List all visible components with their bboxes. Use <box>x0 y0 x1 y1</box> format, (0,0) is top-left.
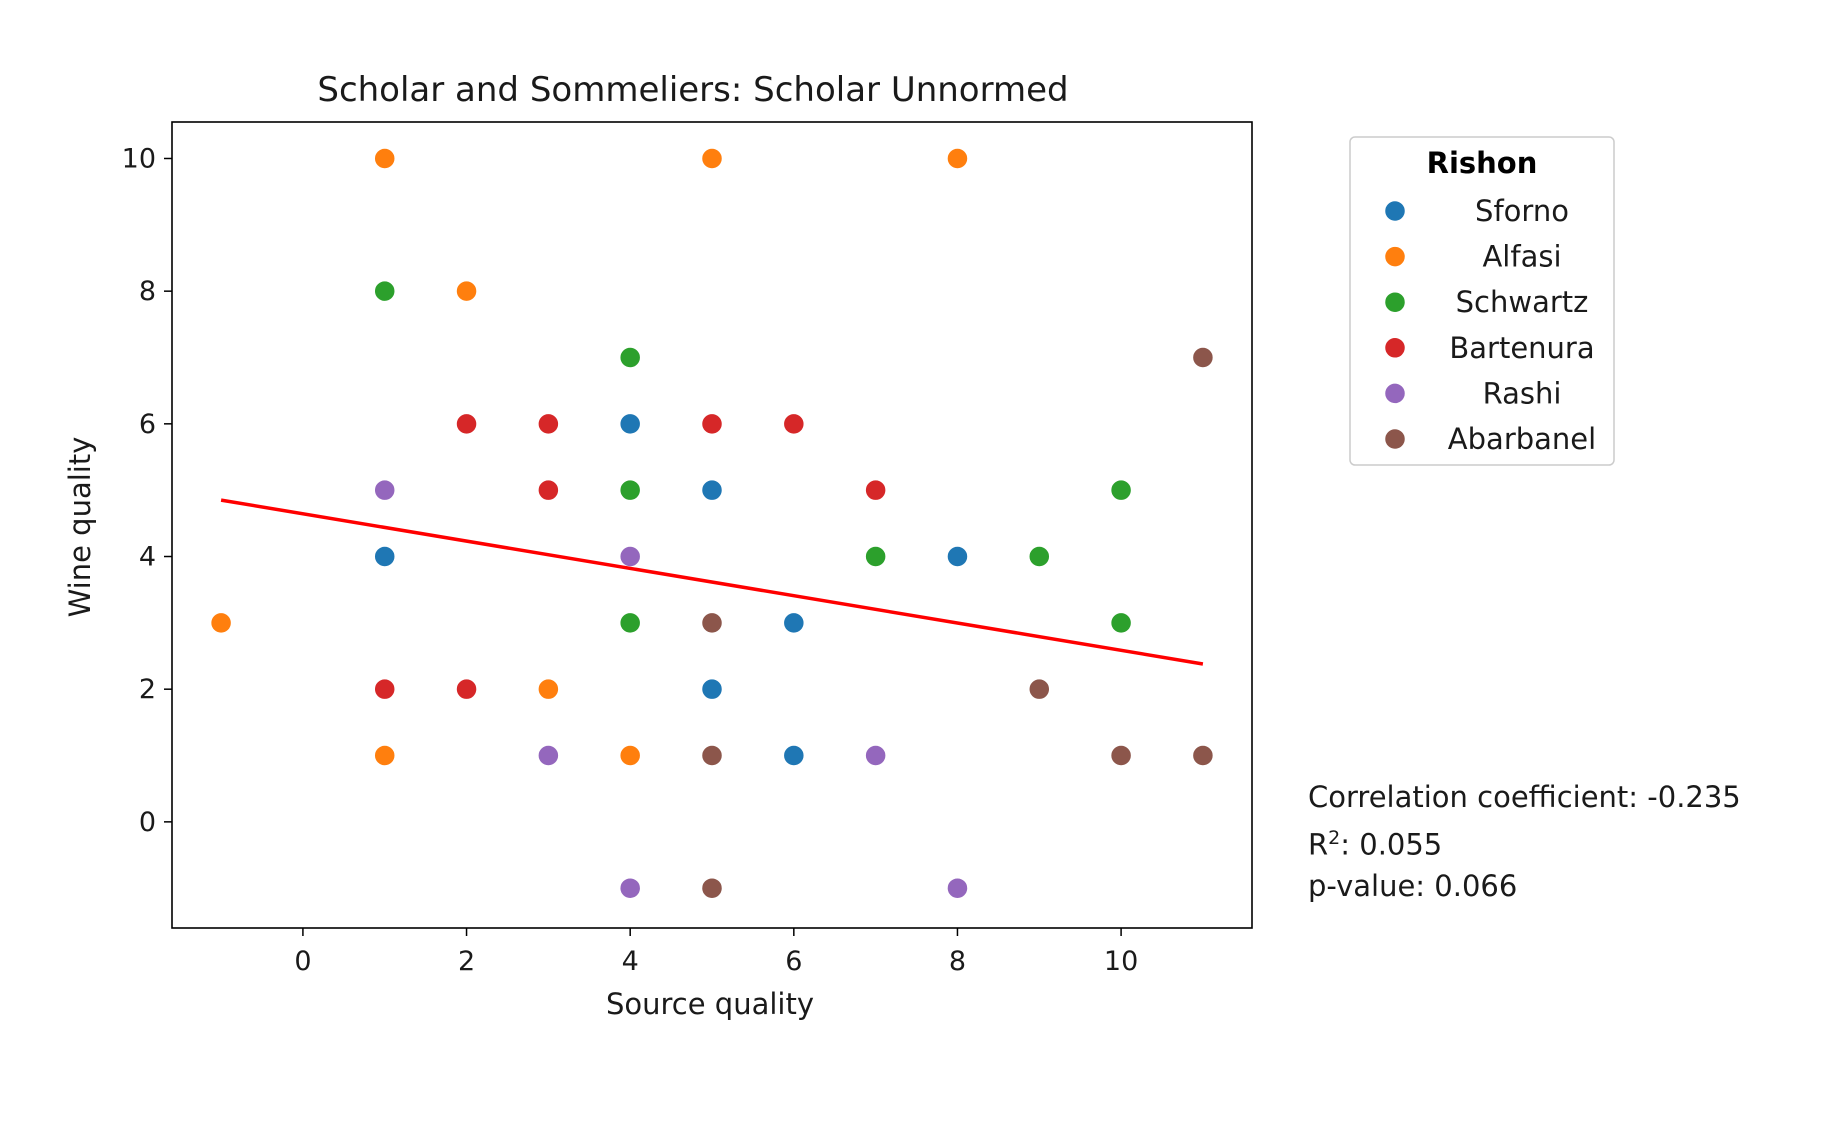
x-tick-label: 2 <box>458 946 475 977</box>
legend-label-rashi: Rashi <box>1483 376 1562 410</box>
data-point-abarbanel <box>700 876 724 900</box>
data-point-abarbanel <box>700 611 724 635</box>
data-point-rashi <box>373 478 396 502</box>
y-tick-label: 8 <box>139 276 156 307</box>
y-tick-label: 10 <box>122 143 156 174</box>
legend-label-schwartz: Schwartz <box>1456 285 1589 319</box>
x-tick-label: 6 <box>785 946 802 977</box>
legend-marker-sforno <box>1383 199 1407 223</box>
data-point-alfasi <box>373 147 396 170</box>
y-tick-label: 0 <box>139 807 156 838</box>
regression-line <box>220 498 1204 666</box>
chart-title: Scholar and Sommeliers: Scholar Unnormed <box>317 70 1068 110</box>
data-point-rashi <box>946 876 969 900</box>
data-point-schwartz <box>1028 545 1051 568</box>
legend-label-abarbanel: Abarbanel <box>1448 422 1596 456</box>
legend-label-bartenura: Bartenura <box>1449 331 1594 365</box>
r-squared-superscript: 2 <box>1328 827 1341 849</box>
legend-label-alfasi: Alfasi <box>1482 240 1561 274</box>
series-bartenura <box>373 412 887 701</box>
statistics-annotation: Correlation coefficient: -0.235 R2: 0.05… <box>1308 777 1741 907</box>
data-point-schwartz <box>864 545 887 568</box>
data-point-sforno <box>373 545 396 568</box>
data-point-sforno <box>700 478 724 502</box>
data-point-sforno <box>700 677 724 701</box>
data-point-schwartz <box>618 346 642 369</box>
data-point-bartenura <box>782 412 806 436</box>
y-tick-label: 6 <box>139 409 156 440</box>
x-tick-label: 4 <box>622 946 639 977</box>
legend-entries: Sforno Alfasi Schwartz Bartenura Rashi Abarba… <box>1383 194 1596 456</box>
data-point-bartenura <box>373 677 396 701</box>
data-point-abarbanel <box>1028 677 1051 701</box>
data-point-rashi <box>618 876 642 900</box>
r-squared-text: R2: 0.055 <box>1308 818 1741 866</box>
data-point-alfasi <box>455 279 478 303</box>
data-point-alfasi <box>537 677 560 701</box>
legend-marker-alfasi <box>1383 245 1407 268</box>
x-axis: 0 2 4 6 8 10 <box>294 928 1138 977</box>
data-point-abarbanel <box>1109 744 1133 767</box>
data-point-schwartz <box>1109 478 1133 502</box>
data-point-bartenura <box>537 412 560 436</box>
data-point-schwartz <box>1109 611 1133 635</box>
data-point-bartenura <box>864 478 887 502</box>
data-point-sforno <box>946 545 969 568</box>
legend-marker-schwartz <box>1383 290 1407 314</box>
data-point-bartenura <box>455 677 478 701</box>
r-squared-label: R <box>1308 827 1329 862</box>
correlation-text: Correlation coefficient: -0.235 <box>1308 780 1741 814</box>
legend: Rishon Sforno Alfasi Schwartz Bartenura Rash… <box>1349 136 1615 466</box>
series-alfasi <box>209 147 969 767</box>
x-tick-label: 8 <box>949 946 966 977</box>
legend-marker-abarbanel <box>1383 427 1407 451</box>
data-point-bartenura <box>455 412 478 436</box>
p-value-text: p-value: 0.066 <box>1308 868 1518 903</box>
legend-marker-bartenura <box>1383 336 1407 360</box>
data-point-sforno <box>782 744 806 767</box>
data-point-sforno <box>618 412 642 436</box>
data-point-alfasi <box>700 147 724 170</box>
y-axis-label: Wine quality <box>63 437 97 618</box>
legend-title: Rishon <box>1427 146 1538 180</box>
data-point-alfasi <box>618 744 642 767</box>
data-point-abarbanel <box>1191 744 1215 767</box>
data-point-bartenura <box>537 478 560 502</box>
data-point-schwartz <box>618 478 642 502</box>
data-point-bartenura <box>700 412 724 436</box>
series-schwartz <box>373 279 1133 635</box>
data-point-rashi <box>864 744 887 767</box>
data-point-alfasi <box>946 147 969 170</box>
y-tick-label: 2 <box>139 674 156 705</box>
data-point-schwartz <box>618 611 642 635</box>
legend-marker-rashi <box>1383 382 1407 405</box>
y-axis: 0 2 4 6 8 10 <box>122 143 172 838</box>
x-tick-label: 10 <box>1104 946 1138 977</box>
series-sforno <box>373 412 969 767</box>
data-point-sforno <box>782 611 806 635</box>
data-point-alfasi <box>373 744 396 767</box>
legend-box <box>1349 136 1615 466</box>
data-point-schwartz <box>373 279 396 303</box>
series-rashi <box>373 478 969 900</box>
data-point-abarbanel <box>1191 346 1215 369</box>
x-tick-label: 0 <box>294 946 311 977</box>
r-squared-value: : 0.055 <box>1340 827 1443 862</box>
data-point-rashi <box>537 744 560 767</box>
axes-frame <box>171 121 1253 929</box>
data-point-rashi <box>618 545 642 568</box>
series-abarbanel <box>700 346 1215 900</box>
legend-label-sforno: Sforno <box>1475 194 1569 228</box>
x-axis-label: Source quality <box>606 987 814 1021</box>
plot-area <box>209 147 1215 900</box>
data-point-abarbanel <box>700 744 724 767</box>
y-tick-label: 4 <box>139 542 156 573</box>
data-point-alfasi <box>209 611 233 635</box>
